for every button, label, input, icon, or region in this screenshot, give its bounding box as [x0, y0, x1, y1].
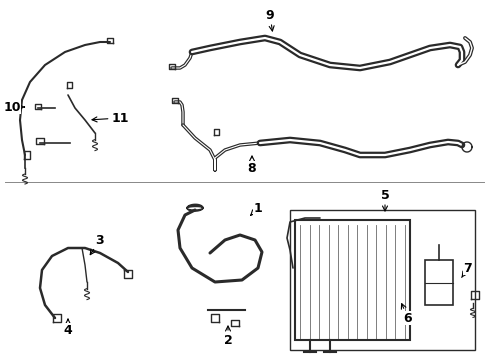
Text: 1: 1 — [250, 202, 262, 215]
Bar — [424, 260, 452, 305]
Text: 8: 8 — [247, 156, 256, 175]
Text: 5: 5 — [380, 189, 388, 211]
Text: 2: 2 — [223, 326, 232, 346]
Text: 6: 6 — [401, 304, 411, 324]
Text: 4: 4 — [63, 319, 72, 337]
Text: 3: 3 — [90, 234, 104, 255]
Text: 11: 11 — [92, 112, 128, 125]
Text: 7: 7 — [461, 261, 471, 278]
Text: 10: 10 — [3, 100, 24, 113]
Bar — [294, 220, 409, 340]
Text: 9: 9 — [265, 9, 274, 31]
Bar — [289, 210, 474, 350]
